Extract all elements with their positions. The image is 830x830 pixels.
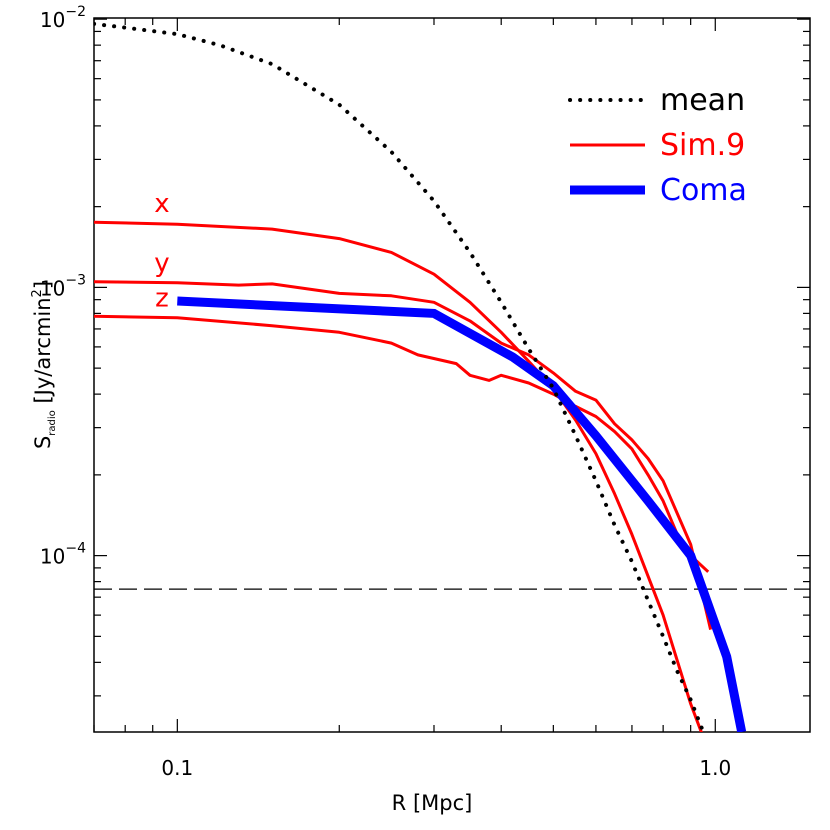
curve-label-y: y xyxy=(154,249,169,279)
legend-label-mean: mean xyxy=(660,83,745,118)
y-tick-label: 10−3 xyxy=(40,272,86,300)
plot-frame xyxy=(93,17,811,733)
series-coma-line xyxy=(177,296,747,732)
curve-label-x: x xyxy=(154,189,169,219)
y-tick-label: 10−4 xyxy=(40,541,86,569)
series-z-line xyxy=(94,314,710,573)
curve-label-z: z xyxy=(155,283,169,313)
x-axis-title: R [Mpc] xyxy=(392,791,473,815)
series-layer xyxy=(94,21,810,732)
legend-label-coma: Coma xyxy=(660,173,747,208)
series-mean-line xyxy=(94,21,706,732)
y-axis-title: Sradio [Jy/arcmin2] xyxy=(30,281,58,449)
axis-ticks xyxy=(93,18,810,732)
y-tick-label: 10−2 xyxy=(40,4,86,32)
x-tick-label: 1.0 xyxy=(699,756,731,780)
series-x-line xyxy=(94,220,703,732)
axis-labels: 0.1 1.0 10−4 10−3 10−2 R [Mpc] Sradio [Jy/arcm… xyxy=(30,4,731,815)
x-tick-label: 0.1 xyxy=(161,756,193,780)
legend-label-sim9: Sim.9 xyxy=(660,128,745,163)
legend: mean Sim.9 Coma xyxy=(568,83,747,208)
series-y-line xyxy=(94,280,713,630)
